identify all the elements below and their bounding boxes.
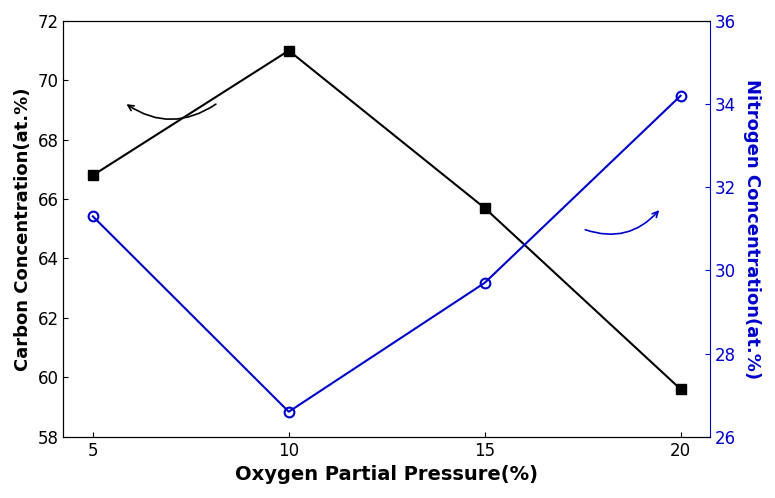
X-axis label: Oxygen Partial Pressure(%): Oxygen Partial Pressure(%) [236, 465, 538, 484]
Y-axis label: Nitrogen Concentration(at.%): Nitrogen Concentration(at.%) [743, 79, 761, 379]
Y-axis label: Carbon Concentration(at.%): Carbon Concentration(at.%) [14, 87, 32, 371]
